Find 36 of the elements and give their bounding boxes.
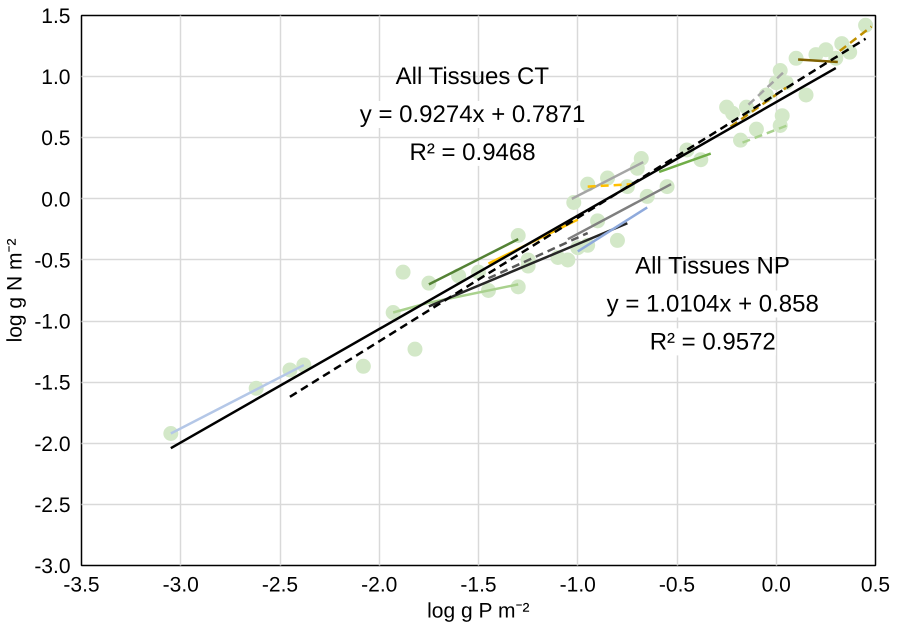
x-tick-label: -2.5 [262, 574, 298, 596]
annotation: All Tissues CT y = 0.9274x + 0.7871 R² = 0.9468 [360, 63, 586, 166]
point [510, 228, 526, 243]
point [560, 252, 576, 268]
x-tick-label: -0.5 [658, 574, 696, 596]
y-tick-label: 1.5 [41, 5, 71, 28]
x-tick-label: 0.0 [762, 574, 791, 596]
point [634, 151, 649, 166]
point [748, 122, 764, 137]
x-axis-title: log g P m⁻² [427, 600, 530, 622]
y-tick-label: 0.0 [41, 188, 71, 212]
x-tick-label: -1.0 [560, 574, 596, 596]
point [610, 232, 625, 248]
y-tick-label: -1.0 [34, 310, 70, 334]
point [798, 87, 814, 102]
y-tick-label: -2.5 [34, 494, 70, 517]
y-axis-title: log g N m⁻² [3, 238, 26, 342]
point [356, 358, 371, 374]
point [788, 50, 804, 66]
y-tick-label: 0.5 [41, 127, 71, 150]
annotation: All Tissues NP y = 1.0104x + 0.858 R² = 0.9572 [606, 252, 819, 356]
point [774, 108, 790, 124]
point [858, 18, 874, 33]
point [733, 132, 748, 148]
y-tick-label: -1.5 [34, 372, 70, 395]
point [407, 342, 422, 357]
x-tick-label: 0.5 [860, 574, 890, 596]
x-tick-label: -3.0 [162, 574, 199, 596]
point [396, 264, 411, 280]
point [566, 195, 582, 210]
y-tick-label: -0.5 [34, 249, 70, 272]
y-tick-label: -2.0 [34, 432, 70, 456]
x-tick-label: -1.5 [460, 574, 497, 596]
x-tick-label: -2.0 [361, 574, 398, 596]
point [725, 106, 740, 121]
y-tick-label: 1.0 [41, 66, 71, 90]
